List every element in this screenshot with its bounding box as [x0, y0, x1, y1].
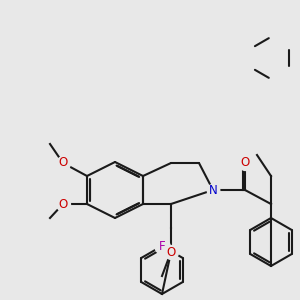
Text: N: N — [208, 184, 217, 196]
Text: O: O — [58, 157, 68, 169]
Text: O: O — [167, 245, 176, 259]
Text: F: F — [159, 239, 165, 253]
Text: O: O — [240, 157, 250, 169]
Text: N: N — [208, 184, 217, 196]
Text: O: O — [58, 197, 68, 211]
